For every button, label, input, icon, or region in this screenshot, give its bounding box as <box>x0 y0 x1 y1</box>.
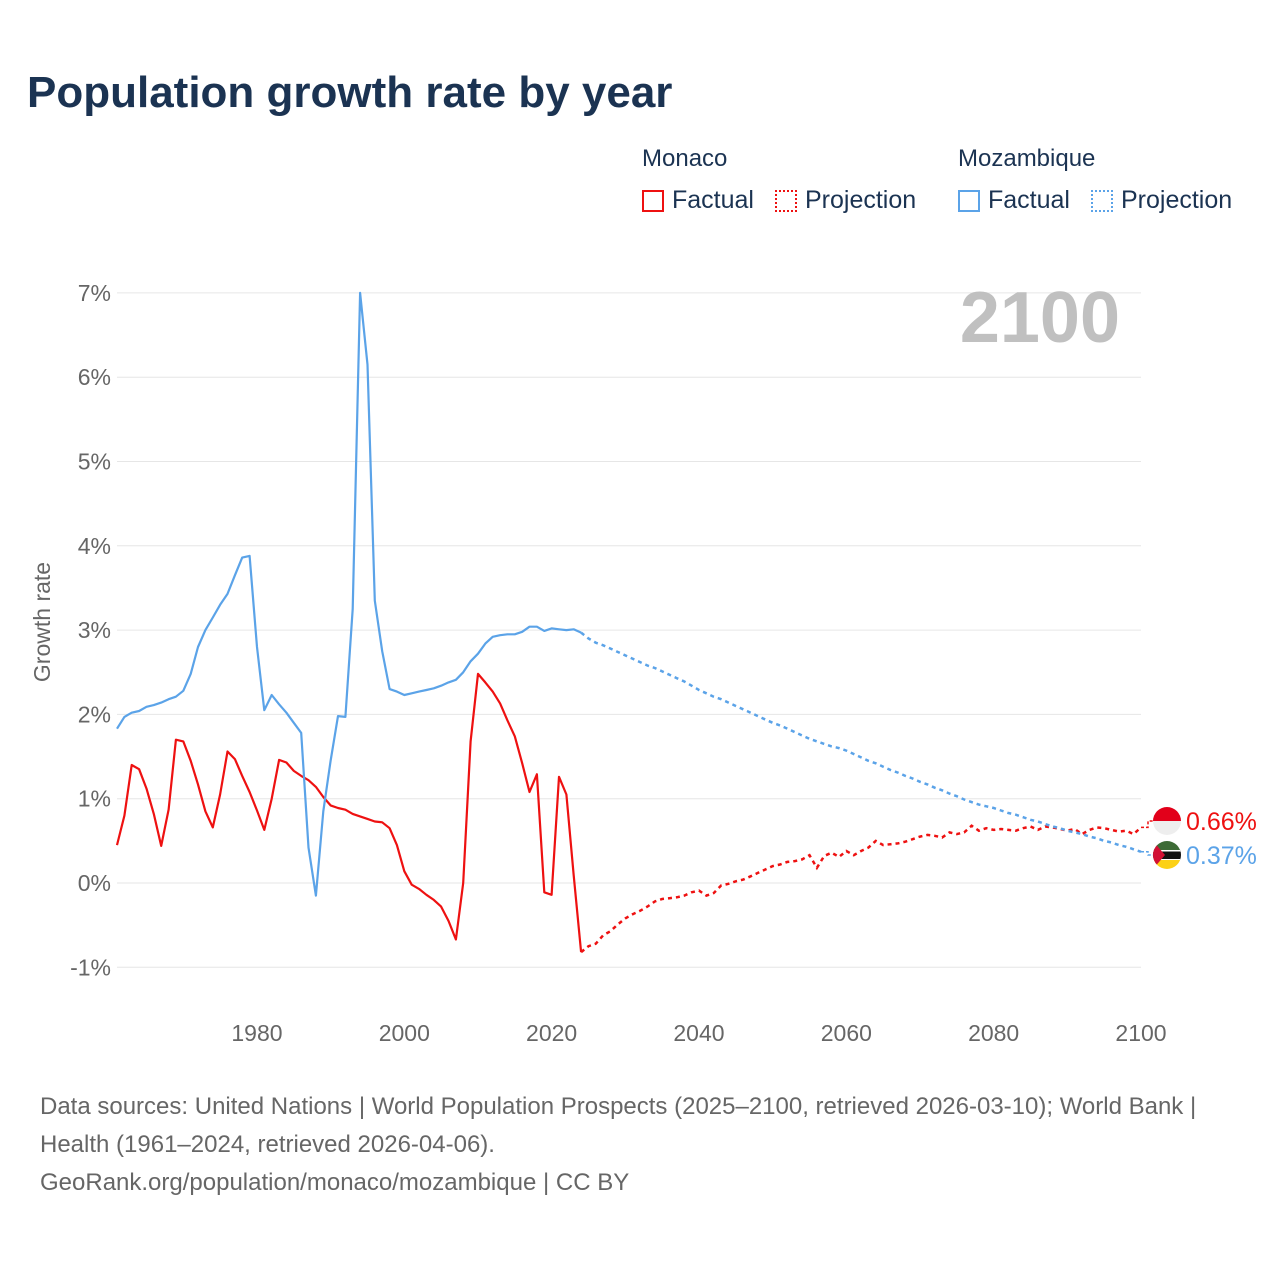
flag-triangle <box>1153 841 1165 869</box>
mozambique-flag-icon <box>1153 841 1181 869</box>
legend-label: Projection <box>805 186 917 214</box>
flag-yellow <box>1153 860 1181 869</box>
legend-label: Projection <box>1121 186 1233 214</box>
y-tick-label: 2% <box>78 701 111 727</box>
y-tick-label: 5% <box>78 449 111 475</box>
legend-label: Factual <box>672 186 754 214</box>
flag-black <box>1153 850 1181 860</box>
legend-mozambique-factual[interactable]: Factual <box>958 186 1070 215</box>
mozambique-end-value: 0.37% <box>1186 842 1257 870</box>
y-tick-label: 0% <box>78 870 111 896</box>
legend-swatch <box>1091 189 1113 212</box>
data-sources: Data sources: United Nations | World Pop… <box>40 1093 1197 1158</box>
flag-white <box>1153 850 1181 852</box>
flag-red <box>1153 807 1181 821</box>
monaco-projection-line <box>580 824 1142 954</box>
x-tick-label: 1980 <box>231 1020 282 1046</box>
legend-group-monaco: Monaco <box>642 145 728 172</box>
x-tick-label: 2060 <box>821 1020 872 1046</box>
mozambique-factual-line <box>116 291 582 897</box>
y-tick-label: 6% <box>78 364 111 390</box>
monaco-leader-line <box>1141 820 1154 829</box>
legend-mozambique-projection[interactable]: Projection <box>1091 186 1232 215</box>
monaco-flag-icon <box>1153 807 1181 835</box>
mozambique-projection-line <box>580 631 1142 853</box>
chart-title: Population growth rate by year <box>27 68 673 117</box>
flag-white <box>1153 821 1181 835</box>
x-tick-label: 2100 <box>1115 1020 1166 1046</box>
monaco-end-value: 0.66% <box>1186 808 1257 836</box>
x-tick-label: 2000 <box>379 1020 430 1046</box>
legend-monaco-factual[interactable]: Factual <box>642 186 754 215</box>
y-tick-label: 1% <box>78 786 111 812</box>
legend-swatch <box>958 189 980 212</box>
monaco-factual-line <box>115 672 583 953</box>
mozambique-leader-line <box>1141 851 1154 856</box>
footer: Data sources: United Nations | World Pop… <box>40 1088 1240 1202</box>
x-tick-label: 2040 <box>673 1020 724 1046</box>
x-tick-label: 2020 <box>526 1020 577 1046</box>
legend-group-mozambique: Mozambique <box>958 145 1096 172</box>
y-tick-label: 3% <box>78 617 111 643</box>
legend-swatch <box>642 189 664 212</box>
legend-monaco-projection[interactable]: Projection <box>775 186 916 215</box>
flag-green <box>1153 841 1181 850</box>
legend-label: Factual <box>988 186 1070 214</box>
y-tick-label: 7% <box>78 280 111 306</box>
y-axis-label: Growth rate <box>29 562 55 682</box>
plot-area: -1% 0% 1% 2% 3% 4% 5% 6% 7% 1980 2000 2020 2040 2060 2… <box>29 278 1257 1046</box>
x-tick-label: 2080 <box>968 1020 1019 1046</box>
source-link[interactable]: GeoRank.org/population/monaco/mozambique… <box>40 1169 630 1196</box>
flag-white <box>1153 859 1181 861</box>
year-label: 2100 <box>960 278 1120 358</box>
y-tick-label: -1% <box>70 954 111 980</box>
legend-swatch <box>775 189 797 212</box>
y-tick-label: 4% <box>78 533 111 559</box>
